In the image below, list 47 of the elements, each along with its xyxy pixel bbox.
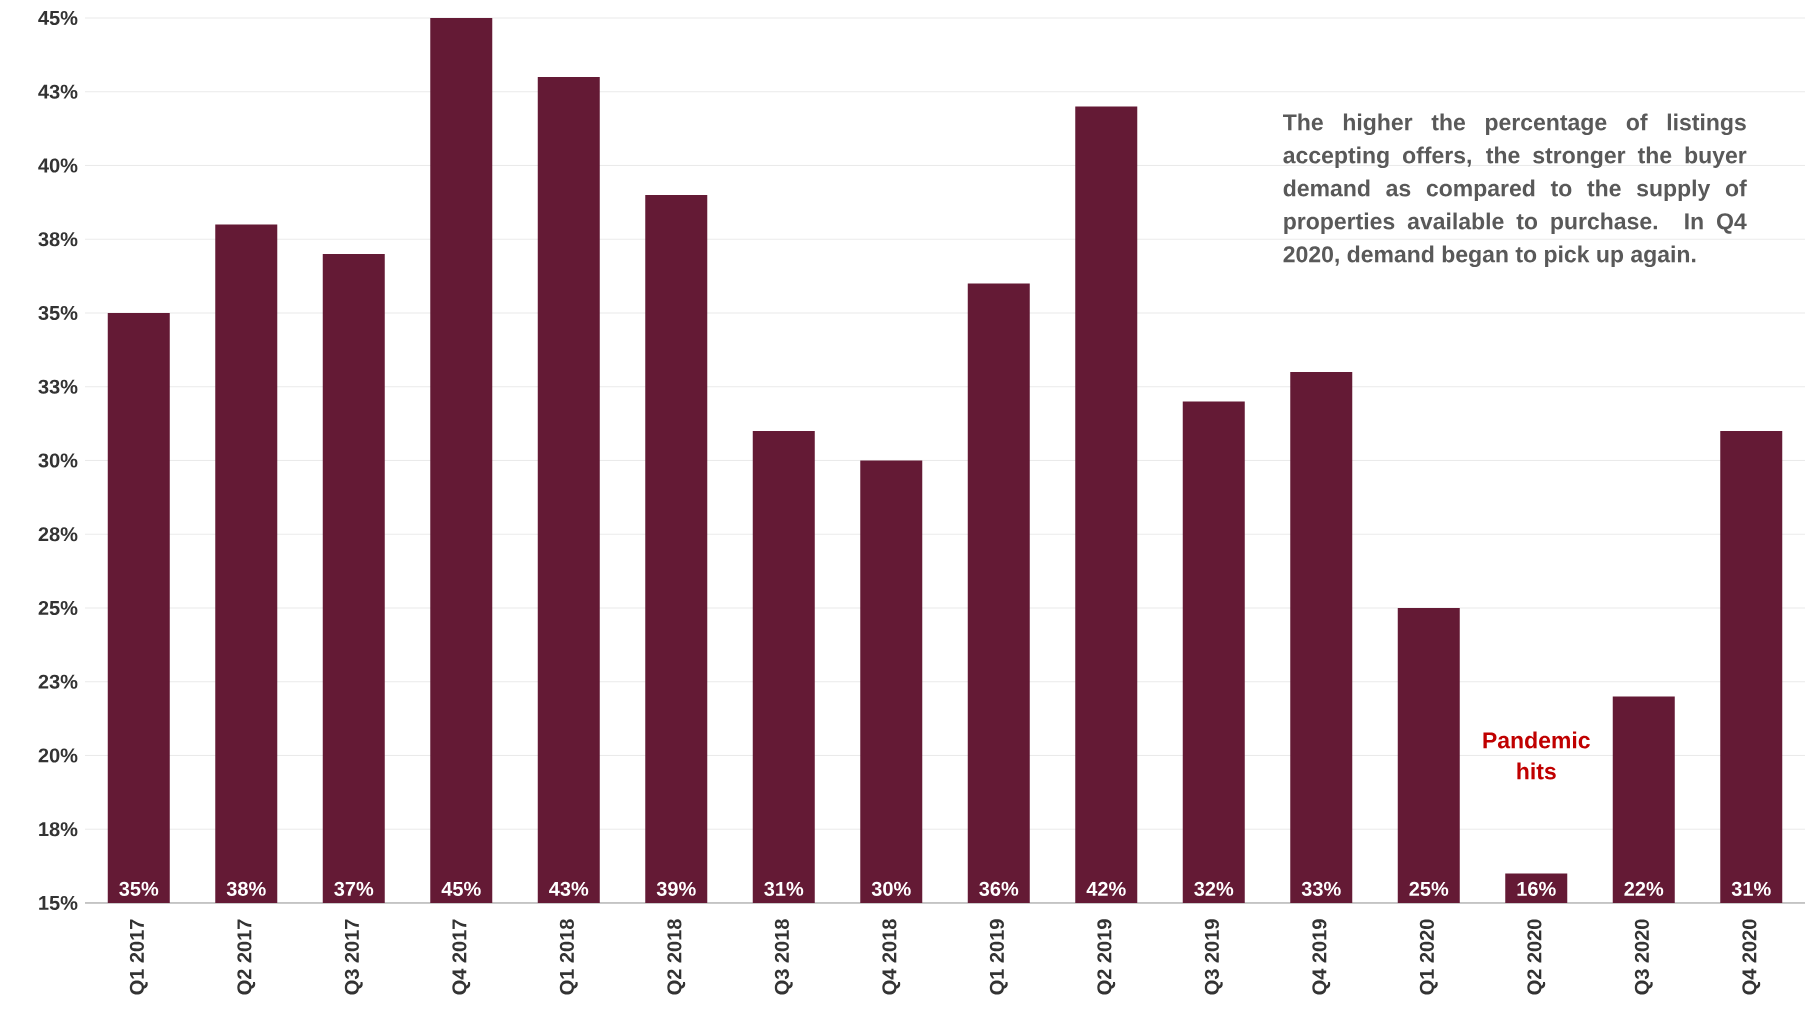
data-label: 32% xyxy=(1194,881,1234,896)
y-tick-label: 28% xyxy=(38,527,78,542)
y-tick-label: 38% xyxy=(38,232,78,247)
x-tick-label: Q1 2018 xyxy=(559,919,578,995)
data-label: 42% xyxy=(1086,881,1126,896)
x-tick-label: Q2 2018 xyxy=(667,919,686,995)
x-tick-label: Q1 2019 xyxy=(989,919,1008,995)
data-label: 30% xyxy=(871,881,911,896)
y-tick-label: 43% xyxy=(38,84,78,99)
x-tick-label: Q3 2018 xyxy=(774,919,793,995)
annotation: Pandemic hits xyxy=(1483,731,1590,780)
x-tick-label: Q2 2020 xyxy=(1527,919,1546,995)
y-tick-label: 35% xyxy=(38,305,78,321)
x-tick-label: Q4 2020 xyxy=(1742,919,1761,995)
x-tick-label: Q3 2017 xyxy=(344,919,363,995)
data-label: 22% xyxy=(1624,881,1664,896)
y-tick-label: 25% xyxy=(38,600,78,616)
y-tick-label: 33% xyxy=(38,379,78,394)
data-label: 33% xyxy=(1301,881,1341,896)
data-label: 16% xyxy=(1517,881,1556,896)
data-label: 36% xyxy=(979,881,1019,896)
y-tick-label: 23% xyxy=(38,674,78,689)
data-label: 39% xyxy=(656,881,696,896)
data-label: 25% xyxy=(1409,881,1449,896)
x-tick-label: Q3 2020 xyxy=(1634,919,1653,995)
y-tick-label: 18% xyxy=(39,822,78,837)
y-tick-label: 40% xyxy=(38,158,78,173)
x-tick-label: Q2 2019 xyxy=(1097,919,1116,995)
data-label: 38% xyxy=(226,881,266,896)
y-tick-label: 45% xyxy=(38,10,78,26)
x-tick-label: Q4 2018 xyxy=(882,919,901,995)
data-label: 37% xyxy=(334,881,374,896)
data-label: 31% xyxy=(1731,881,1771,896)
x-tick-label: Q3 2019 xyxy=(1204,919,1223,995)
x-tick-label: Q1 2020 xyxy=(1419,919,1438,995)
data-label: 35% xyxy=(119,881,159,896)
y-tick-label: 30% xyxy=(38,453,78,468)
x-tick-label: Q1 2017 xyxy=(129,919,148,995)
y-tick-label: 15% xyxy=(39,895,78,911)
y-tick-label: 20% xyxy=(38,748,78,763)
x-tick-label: Q4 2017 xyxy=(452,919,471,995)
data-label: 43% xyxy=(549,881,589,896)
x-tick-label: Q2 2017 xyxy=(237,919,256,995)
x-tick-label: Q4 2019 xyxy=(1312,919,1331,995)
data-label: 45% xyxy=(441,881,481,896)
annotation: The higher the percentage of listings accepting offers, the stronger the buyer demand as compared to the supply of properties available to purchase. In Q4 2020, demand began to pick up again. xyxy=(1283,113,1747,268)
data-label: 31% xyxy=(764,881,804,896)
